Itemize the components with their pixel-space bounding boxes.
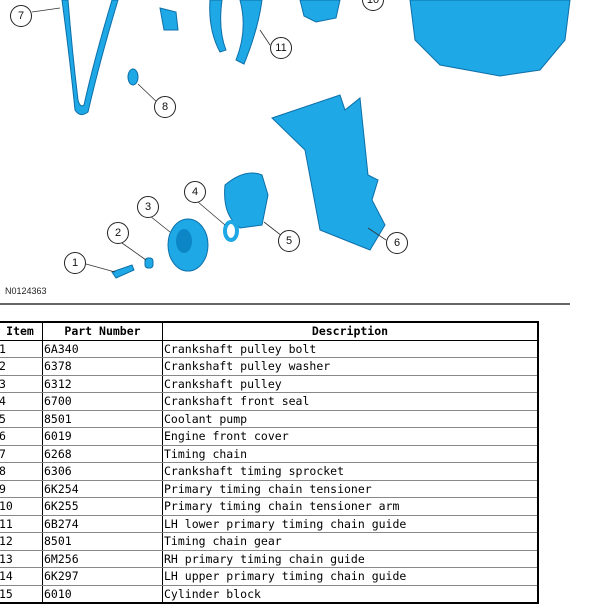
cell-part-number: 8501 [42, 409, 163, 428]
cell-item: 14 [0, 567, 43, 586]
front-seal-part [223, 220, 239, 242]
cell-description: Primary timing chain tensioner [162, 479, 539, 498]
cell-item: 7 [0, 444, 43, 463]
cell-item: 9 [0, 479, 43, 498]
cell-part-number: 6A340 [42, 339, 163, 358]
cell-description: Timing chain [162, 444, 539, 463]
cell-description: Crankshaft pulley bolt [162, 339, 539, 358]
cell-item: 5 [0, 409, 43, 428]
coolant-pump-part [224, 172, 269, 229]
cell-item: 13 [0, 549, 43, 568]
cell-description: Timing chain gear [162, 532, 539, 551]
cell-description: Primary timing chain tensioner arm [162, 497, 539, 516]
cell-description: Crankshaft front seal [162, 392, 539, 411]
callout-3: 3 [137, 196, 159, 218]
cell-part-number: 6K254 [42, 479, 163, 498]
exploded-parts-diagram: 7 10 11 8 4 3 2 1 5 6 N0124363 [0, 0, 601, 300]
callout-7: 7 [10, 5, 32, 27]
table-row: 14 6K297 LH upper primary timing chain gui… [0, 567, 539, 586]
cell-part-number: 6700 [42, 392, 163, 411]
cell-description: Crankshaft pulley [162, 374, 539, 393]
table-row: 8 6306 Crankshaft timing sprocket [0, 462, 539, 481]
cell-part-number: 6K255 [42, 497, 163, 516]
table-row: 6 6019 Engine front cover [0, 427, 539, 446]
cell-part-number: 6019 [42, 427, 163, 446]
table-row: 9 6K254 Primary timing chain tensioner [0, 479, 539, 498]
callout-4: 4 [184, 181, 206, 203]
cell-item: 3 [0, 374, 43, 393]
cell-description: Crankshaft timing sprocket [162, 462, 539, 481]
cell-item: 6 [0, 427, 43, 446]
callout-5: 5 [278, 230, 300, 252]
table-row: 5 8501 Coolant pump [0, 409, 539, 428]
cell-part-number: 6306 [42, 462, 163, 481]
header-part-number: Part Number [42, 321, 163, 341]
timing-gear-part [299, 0, 341, 23]
table-row: 1 6A340 Crankshaft pulley bolt [0, 339, 539, 358]
cell-item: 8 [0, 462, 43, 481]
cell-part-number: 6B274 [42, 514, 163, 533]
table-row: 2 6378 Crankshaft pulley washer [0, 357, 539, 376]
callout-1: 1 [64, 252, 86, 274]
bolt-part [111, 264, 135, 279]
figure-id: N0124363 [5, 286, 47, 296]
chain-guide-part [209, 0, 227, 53]
table-row: 4 6700 Crankshaft front seal [0, 392, 539, 411]
cell-item: 12 [0, 532, 43, 551]
cell-description: Coolant pump [162, 409, 539, 428]
table-row: 10 6K255 Primary timing chain tensioner ar… [0, 497, 539, 516]
front-cover-part [271, 94, 386, 251]
cell-description: Engine front cover [162, 427, 539, 446]
callout-6: 6 [386, 232, 408, 254]
cell-item: 4 [0, 392, 43, 411]
callout-2: 2 [107, 222, 129, 244]
divider [0, 303, 570, 305]
cell-description: LH upper primary timing chain guide [162, 567, 539, 586]
cell-item: 1 [0, 339, 43, 358]
parts-table: Item Part Number Description 1 6A340 Crank… [0, 321, 539, 604]
header-description: Description [162, 321, 539, 341]
cell-description: Cylinder block [162, 584, 539, 604]
cell-part-number: 6312 [42, 374, 163, 393]
table-row: 7 6268 Timing chain [0, 444, 539, 463]
table-row: 13 6M256 RH primary timing chain guide [0, 549, 539, 568]
table-row: 11 6B274 LH lower primary timing chain gui… [0, 514, 539, 533]
cell-item: 10 [0, 497, 43, 516]
timing-chain-part [61, 0, 119, 116]
cell-part-number: 6268 [42, 444, 163, 463]
table-header: Item Part Number Description [0, 321, 539, 341]
cell-part-number: 6M256 [42, 549, 163, 568]
callout-8: 8 [154, 96, 176, 118]
cell-description: LH lower primary timing chain guide [162, 514, 539, 533]
table-row: 12 8501 Timing chain gear [0, 532, 539, 551]
callout-11: 11 [270, 37, 292, 59]
cell-part-number: 6K297 [42, 567, 163, 586]
lh-lower-guide-part [235, 0, 263, 65]
tensioner-part [159, 7, 179, 31]
cell-description: RH primary timing chain guide [162, 549, 539, 568]
table-row: 15 6010 Cylinder block [0, 584, 539, 604]
header-item: Item [0, 321, 43, 341]
table-row: 3 6312 Crankshaft pulley [0, 374, 539, 393]
cell-part-number: 6010 [42, 584, 163, 604]
cell-item: 15 [0, 584, 43, 604]
cell-item: 11 [0, 514, 43, 533]
cell-part-number: 8501 [42, 532, 163, 551]
sprocket-part [127, 68, 139, 86]
cell-item: 2 [0, 357, 43, 376]
parts-illustration [31, 0, 571, 279]
washer-part [144, 257, 154, 269]
cell-description: Crankshaft pulley washer [162, 357, 539, 376]
cylinder-block-part [409, 0, 571, 77]
cell-part-number: 6378 [42, 357, 163, 376]
